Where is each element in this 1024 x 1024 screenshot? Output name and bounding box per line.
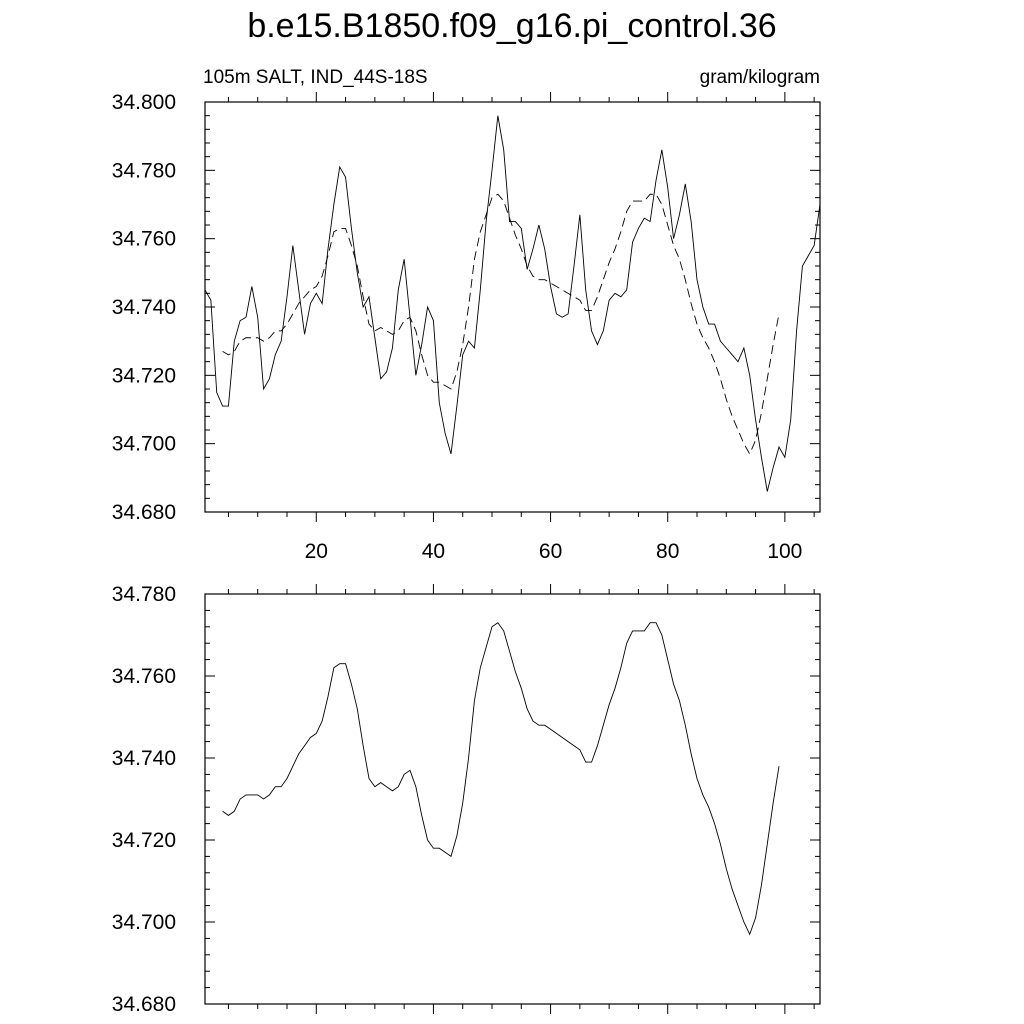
top-x-tick-label: 60 bbox=[539, 540, 562, 563]
bottom-y-tick-label: 34.700 bbox=[112, 911, 176, 934]
top-x-tick-label: 100 bbox=[767, 540, 802, 563]
top-x-tick-label: 20 bbox=[305, 540, 328, 563]
bottom-panel: 34.680 34.700 34.720 34.740 34.760 34.780 bbox=[112, 583, 821, 1016]
units-label: gram/kilogram bbox=[700, 67, 820, 88]
top-y-tick-label: 34.780 bbox=[112, 159, 176, 182]
bottom-y-tick-label: 34.720 bbox=[112, 829, 176, 852]
figure-title: b.e15.B1850.f09_g16.pi_control.36 bbox=[247, 7, 776, 45]
top-y-tick-label: 34.740 bbox=[112, 296, 176, 319]
top-y-tick-label: 34.680 bbox=[112, 501, 176, 524]
top-y-tick-label: 34.700 bbox=[112, 433, 176, 456]
bottom-series-solid-line bbox=[222, 622, 780, 936]
bottom-y-tick-label: 34.780 bbox=[112, 583, 176, 606]
bottom-plot-frame bbox=[204, 593, 821, 1005]
top-series-dashed-line bbox=[222, 193, 780, 455]
top-y-tick-label: 34.720 bbox=[112, 364, 176, 387]
top-y-tick-label: 34.800 bbox=[112, 91, 176, 114]
bottom-y-tick-label: 34.760 bbox=[112, 665, 176, 688]
bottom-y-tick-label: 34.680 bbox=[112, 993, 176, 1016]
top-panel: 34.680 34.700 34.720 34.740 34.760 34.780 34.8… bbox=[112, 91, 821, 563]
bottom-y-tick-label: 34.740 bbox=[112, 747, 176, 770]
top-x-tick-label: 40 bbox=[422, 540, 445, 563]
top-series-solid-line bbox=[204, 115, 821, 492]
top-x-tick-label: 80 bbox=[656, 540, 679, 563]
variable-region-label: 105m SALT, IND_44S-18S bbox=[203, 67, 428, 88]
top-y-tick-label: 34.760 bbox=[112, 228, 176, 251]
